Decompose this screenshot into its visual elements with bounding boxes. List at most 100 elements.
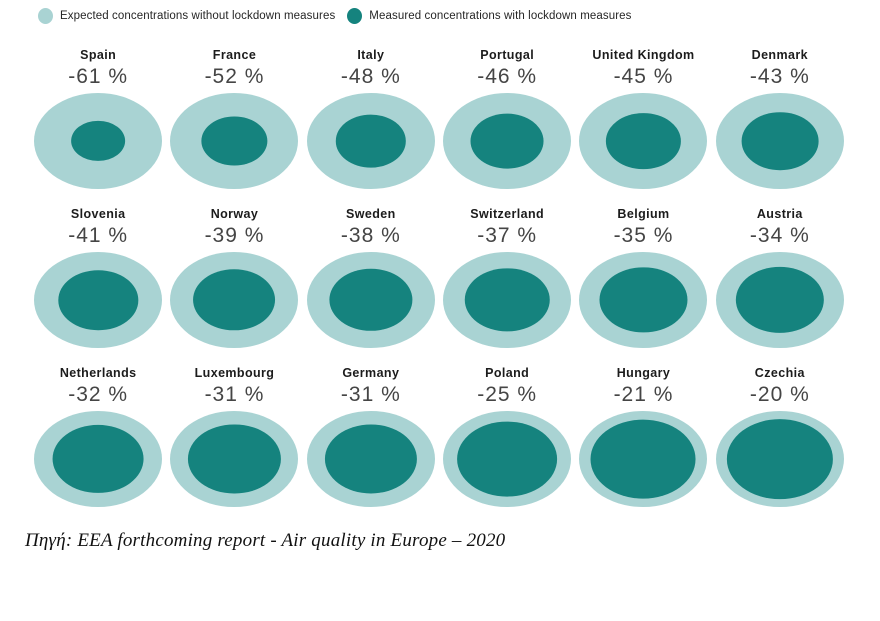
country-name: Hungary [616,366,671,380]
country-change-pct: -37 % [477,224,538,247]
legend-label-measured: Measured concentrations with lockdown me… [369,10,632,22]
country-change-pct: -41 % [68,224,129,247]
country-cell: Norway -39 % [166,207,302,348]
concentration-bubble [170,411,299,507]
concentration-bubble [579,252,708,348]
country-change-pct: -32 % [68,383,129,406]
measured-concentration-circle [58,270,138,330]
country-cell: Denmark -43 % [712,48,848,189]
measured-concentration-circle [324,424,417,494]
country-name: Slovenia [70,207,126,221]
measured-concentration-circle [726,419,833,499]
country-change-pct: -48 % [340,65,401,88]
country-name: Luxembourg [194,366,275,380]
country-cell: Austria -34 % [712,207,848,348]
measured-concentration-circle [457,421,558,497]
measured-concentration-circle [193,269,276,331]
country-name: Netherlands [59,366,137,380]
concentration-bubble [443,93,572,189]
measured-concentration-circle [741,112,819,170]
country-cell: United Kingdom -45 % [575,48,711,189]
country-name: Italy [357,48,385,62]
concentration-bubble [443,411,572,507]
country-cell: Portugal -46 % [439,48,575,189]
measured-concentration-circle [71,120,126,162]
country-cell: Czechia -20 % [712,366,848,507]
country-change-pct: -38 % [340,224,401,247]
country-cell: Hungary -21 % [575,366,711,507]
legend-item-measured: Measured concentrations with lockdown me… [347,8,631,24]
country-change-pct: -31 % [204,383,265,406]
country-change-pct: -31 % [340,383,401,406]
concentration-bubble [306,252,435,348]
measured-concentration-circle [335,114,407,168]
concentration-bubble [170,252,299,348]
country-cell: Belgium -35 % [575,207,711,348]
concentration-bubble [306,93,435,189]
measured-concentration-circle [470,113,544,169]
country-cell: Luxembourg -31 % [166,366,302,507]
legend: Expected concentrations without lockdown… [38,8,632,24]
country-change-pct: -21 % [613,383,674,406]
country-name: Germany [342,366,400,380]
measured-concentration-circle [329,268,413,332]
country-grid: Spain -61 % France -52 % Italy -48 % [30,48,848,507]
legend-item-expected: Expected concentrations without lockdown… [38,8,335,24]
country-name: Switzerland [470,207,545,221]
concentration-bubble [579,411,708,507]
concentration-bubble [306,411,435,507]
measured-concentration-circle [599,267,687,333]
country-name: Czechia [754,366,805,380]
country-name: France [212,48,257,62]
measured-concentration-circle [606,113,681,169]
country-cell: Netherlands -32 % [30,366,166,507]
country-name: Norway [210,207,259,221]
concentration-bubble [170,93,299,189]
country-cell: Sweden -38 % [303,207,439,348]
country-name: Belgium [617,207,670,221]
country-name: Sweden [346,207,396,221]
country-name: Portugal [480,48,535,62]
country-name: Spain [80,48,117,62]
concentration-bubble [34,252,163,348]
concentration-bubble [34,93,163,189]
country-change-pct: -45 % [613,65,674,88]
concentration-bubble [34,411,163,507]
country-cell: France -52 % [166,48,302,189]
country-change-pct: -61 % [68,65,129,88]
country-cell: Spain -61 % [30,48,166,189]
concentration-bubble [579,93,708,189]
country-name: United Kingdom [592,48,695,62]
country-change-pct: -46 % [477,65,538,88]
measured-concentration-circle [735,266,824,334]
measured-concentration-circle [591,419,696,499]
country-cell: Slovenia -41 % [30,207,166,348]
country-change-pct: -25 % [477,383,538,406]
country-name: Austria [756,207,803,221]
country-cell: Germany -31 % [303,366,439,507]
country-change-pct: -35 % [613,224,674,247]
measured-circle-icon [347,8,363,24]
country-change-pct: -39 % [204,224,265,247]
country-cell: Italy -48 % [303,48,439,189]
concentration-bubble [715,252,844,348]
legend-label-expected: Expected concentrations without lockdown… [60,10,336,22]
concentration-bubble [443,252,572,348]
concentration-bubble [715,411,844,507]
source-note: Πηγή: EEA forthcoming report - Air quali… [25,530,506,551]
country-cell: Poland -25 % [439,366,575,507]
country-change-pct: -52 % [204,65,265,88]
measured-concentration-circle [464,268,550,332]
country-cell: Switzerland -37 % [439,207,575,348]
measured-concentration-circle [52,424,144,494]
measured-concentration-circle [201,116,268,166]
country-change-pct: -20 % [749,383,810,406]
country-name: Poland [485,366,530,380]
measured-concentration-circle [188,424,281,494]
country-change-pct: -34 % [749,224,810,247]
expected-circle-icon [38,8,53,24]
country-name: Denmark [751,48,808,62]
concentration-bubble [715,93,844,189]
country-change-pct: -43 % [749,65,810,88]
